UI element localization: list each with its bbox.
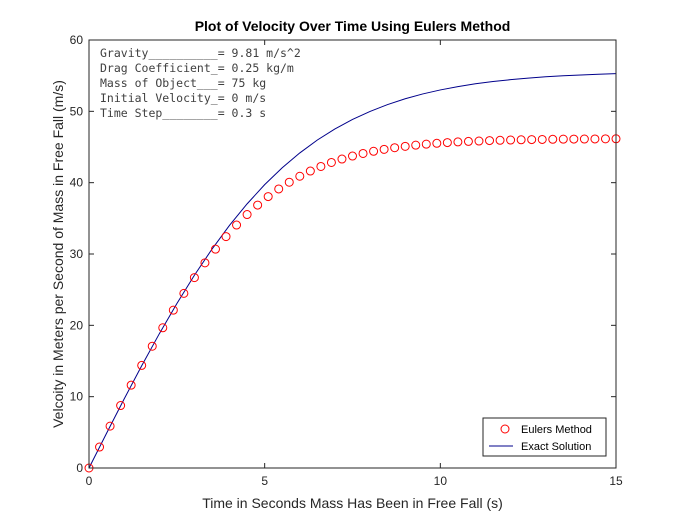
data-point-eulers-method — [600, 134, 610, 144]
x-tick-label: 15 — [609, 474, 623, 488]
annotation-drag-coefficient: Drag Coefficient_= 0.25 kg/m — [100, 61, 294, 75]
plot-area — [89, 40, 616, 468]
y-tick-label: 60 — [70, 33, 84, 47]
data-point-eulers-method — [168, 305, 178, 315]
data-point-eulers-method — [284, 177, 294, 187]
legend: Eulers Method Exact Solution — [482, 417, 607, 457]
data-point-eulers-method — [527, 135, 537, 145]
data-point-eulers-method — [442, 138, 452, 148]
data-point-eulers-method — [105, 421, 115, 431]
x-tick-label: 10 — [434, 474, 448, 488]
data-point-eulers-method — [263, 192, 273, 202]
data-point-eulers-method — [126, 380, 136, 390]
data-point-eulers-method — [274, 184, 284, 194]
data-point-eulers-method — [463, 136, 473, 146]
data-point-eulers-method — [95, 442, 105, 452]
data-point-eulers-method — [158, 323, 168, 333]
data-point-eulers-method — [337, 154, 347, 164]
data-point-eulers-method — [221, 232, 231, 242]
series-line-exact-solution — [88, 73, 617, 469]
data-point-eulers-method — [379, 144, 389, 154]
data-point-eulers-method — [200, 258, 210, 268]
y-tick-label: 0 — [76, 461, 83, 475]
data-point-eulers-method — [295, 171, 305, 181]
data-point-eulers-method — [485, 136, 495, 146]
data-point-eulers-method — [579, 134, 589, 144]
series-layer — [84, 73, 621, 473]
data-point-eulers-method — [495, 135, 505, 145]
y-tick-label: 10 — [70, 390, 84, 404]
data-point-eulers-method — [210, 244, 220, 254]
data-point-eulers-method — [358, 148, 368, 158]
data-point-eulers-method — [116, 401, 126, 411]
annotation-gravity: Gravity__________= 9.81 m/s^2 — [100, 46, 301, 60]
data-point-eulers-method — [305, 166, 315, 176]
data-point-eulers-method — [137, 360, 147, 370]
data-point-eulers-method — [411, 140, 421, 150]
data-point-eulers-method — [569, 134, 579, 144]
data-point-eulers-method — [179, 288, 189, 298]
x-tick-label: 5 — [261, 474, 268, 488]
data-point-eulers-method — [253, 200, 263, 210]
data-point-eulers-method — [326, 157, 336, 167]
data-point-eulers-method — [421, 139, 431, 149]
legend-box — [482, 417, 607, 457]
annotation-time-step: Time Step________= 0.3 s — [100, 106, 266, 120]
data-point-eulers-method — [516, 135, 526, 145]
y-tick-label: 50 — [70, 104, 84, 118]
parameter-annotations: Gravity__________= 9.81 m/s^2 Drag Coeff… — [100, 46, 301, 120]
data-point-eulers-method — [242, 210, 252, 220]
y-tick-label: 20 — [70, 318, 84, 332]
data-point-eulers-method — [189, 273, 199, 283]
data-point-eulers-method — [432, 138, 442, 148]
legend-marker-eulers-method — [500, 424, 510, 434]
data-point-eulers-method — [348, 151, 357, 161]
data-point-eulers-method — [548, 134, 558, 144]
data-point-eulers-method — [558, 134, 568, 144]
data-point-eulers-method — [232, 220, 242, 230]
data-point-eulers-method — [506, 135, 516, 145]
x-tick-label: 0 — [86, 474, 93, 488]
y-tick-label: 40 — [70, 176, 84, 190]
legend-label-exact-solution: Exact Solution — [521, 441, 591, 453]
data-point-eulers-method — [537, 134, 547, 144]
data-point-eulers-method — [590, 134, 600, 144]
data-point-eulers-method — [147, 341, 157, 351]
x-axis-label: Time in Seconds Mass Has Been in Free Fa… — [202, 495, 503, 511]
plot-frame — [88, 39, 617, 469]
data-point-eulers-method — [369, 146, 379, 156]
data-point-eulers-method — [316, 161, 326, 171]
annotation-mass: Mass of Object___= 75 kg — [100, 76, 266, 90]
y-axis-label: Velcoity in Meters per Second of Mass in… — [50, 80, 66, 428]
y-tick-label: 30 — [70, 247, 84, 261]
data-point-eulers-method — [474, 136, 484, 146]
data-point-eulers-method — [453, 137, 463, 147]
data-point-eulers-method — [390, 143, 400, 153]
axis-ticks: 0 5 10 15 0 10 20 30 40 50 60 — [70, 33, 623, 488]
data-point-eulers-method — [400, 141, 410, 151]
annotation-initial-velocity: Initial Velocity_= 0 m/s — [100, 91, 266, 105]
chart-title: Plot of Velocity Over Time Using Eulers … — [195, 18, 511, 34]
legend-label-eulers-method: Eulers Method — [521, 424, 592, 436]
